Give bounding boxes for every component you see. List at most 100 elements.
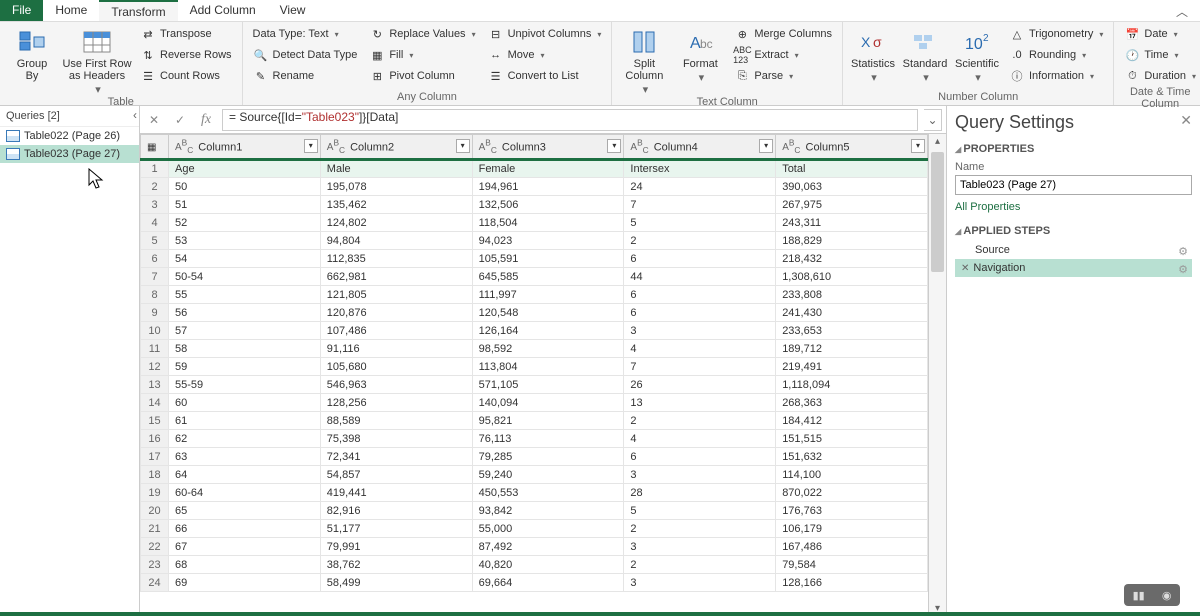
cell[interactable]: 6: [624, 448, 776, 466]
cell[interactable]: 13: [624, 394, 776, 412]
cell[interactable]: 167,486: [776, 538, 928, 556]
column-filter-button[interactable]: ▾: [456, 139, 470, 153]
cell[interactable]: 189,712: [776, 340, 928, 358]
cell[interactable]: 94,023: [472, 232, 624, 250]
delete-step-icon[interactable]: ✕: [961, 263, 969, 274]
cell[interactable]: 233,808: [776, 286, 928, 304]
cell[interactable]: 72,341: [320, 448, 472, 466]
cell[interactable]: 87,492: [472, 538, 624, 556]
column-filter-button[interactable]: ▾: [607, 139, 621, 153]
cell[interactable]: 268,363: [776, 394, 928, 412]
row-number[interactable]: 23: [141, 556, 169, 574]
cell[interactable]: 5: [624, 502, 776, 520]
table-row[interactable]: 1057107,486126,1643233,653: [141, 322, 928, 340]
cell[interactable]: 105,680: [320, 358, 472, 376]
row-number[interactable]: 1: [141, 160, 169, 178]
cell[interactable]: 113,804: [472, 358, 624, 376]
cell[interactable]: 64: [169, 466, 321, 484]
reverse-rows-button[interactable]: ⇅Reverse Rows: [136, 45, 236, 65]
cell[interactable]: 151,515: [776, 430, 928, 448]
table-row[interactable]: 351135,462132,5067267,975: [141, 196, 928, 214]
table-row[interactable]: 1460128,256140,09413268,363: [141, 394, 928, 412]
table-row[interactable]: 855121,805111,9976233,808: [141, 286, 928, 304]
cell[interactable]: 60: [169, 394, 321, 412]
column-header[interactable]: ABC Column2▾: [320, 135, 472, 160]
formula-cancel-button[interactable]: ✕: [144, 110, 164, 130]
cell[interactable]: 118,504: [472, 214, 624, 232]
cell[interactable]: 51,177: [320, 520, 472, 538]
statistics-button[interactable]: Χσ Statistics▾: [849, 24, 897, 84]
row-number[interactable]: 7: [141, 268, 169, 286]
table-row[interactable]: 1AgeMaleFemaleIntersexTotal: [141, 160, 928, 178]
cell[interactable]: 55-59: [169, 376, 321, 394]
cell[interactable]: 95,821: [472, 412, 624, 430]
row-number[interactable]: 4: [141, 214, 169, 232]
step-source[interactable]: Source⚙: [955, 241, 1192, 259]
column-header[interactable]: ABC Column5▾: [776, 135, 928, 160]
cell[interactable]: 128,166: [776, 574, 928, 592]
cell[interactable]: 40,820: [472, 556, 624, 574]
cell[interactable]: 69: [169, 574, 321, 592]
pause-icon[interactable]: ▮▮: [1133, 589, 1145, 602]
all-properties-link[interactable]: All Properties: [955, 201, 1192, 213]
cell[interactable]: 120,548: [472, 304, 624, 322]
cell[interactable]: 126,164: [472, 322, 624, 340]
cell[interactable]: 59: [169, 358, 321, 376]
unpivot-columns-button[interactable]: ⊟Unpivot Columns▾: [484, 24, 606, 44]
cell[interactable]: 61: [169, 412, 321, 430]
cell[interactable]: 546,963: [320, 376, 472, 394]
gear-icon[interactable]: ⚙: [1178, 263, 1188, 276]
cell[interactable]: 3: [624, 322, 776, 340]
tab-file[interactable]: File: [0, 0, 43, 21]
cell[interactable]: 69,664: [472, 574, 624, 592]
parse-button[interactable]: ⎘Parse▾: [730, 66, 836, 86]
row-number[interactable]: 16: [141, 430, 169, 448]
step-navigation[interactable]: ✕Navigation⚙: [955, 259, 1192, 277]
use-first-row-button[interactable]: Use First Row as Headers▾: [62, 24, 132, 96]
cell[interactable]: 114,100: [776, 466, 928, 484]
row-number[interactable]: 5: [141, 232, 169, 250]
cell[interactable]: 88,589: [320, 412, 472, 430]
cell[interactable]: 390,063: [776, 178, 928, 196]
row-number[interactable]: 2: [141, 178, 169, 196]
cell[interactable]: 76,113: [472, 430, 624, 448]
row-number[interactable]: 14: [141, 394, 169, 412]
column-filter-button[interactable]: ▾: [304, 139, 318, 153]
replace-values-button[interactable]: ↻Replace Values▾: [365, 24, 479, 44]
cell[interactable]: 112,835: [320, 250, 472, 268]
cell[interactable]: 55,000: [472, 520, 624, 538]
convert-to-list-button[interactable]: ☰Convert to List: [484, 66, 606, 86]
cell[interactable]: 6: [624, 304, 776, 322]
row-number[interactable]: 9: [141, 304, 169, 322]
row-number[interactable]: 15: [141, 412, 169, 430]
column-header[interactable]: ABC Column1▾: [169, 135, 321, 160]
cell[interactable]: 79,584: [776, 556, 928, 574]
table-row[interactable]: 1355-59546,963571,105261,118,094: [141, 376, 928, 394]
row-number[interactable]: 8: [141, 286, 169, 304]
information-button[interactable]: ⓘInformation▾: [1005, 66, 1107, 86]
cell[interactable]: 51: [169, 196, 321, 214]
table-row[interactable]: 226779,99187,4923167,486: [141, 538, 928, 556]
cell[interactable]: 62: [169, 430, 321, 448]
trigonometry-button[interactable]: △Trigonometry▾: [1005, 24, 1107, 44]
row-number[interactable]: 24: [141, 574, 169, 592]
cell[interactable]: 243,311: [776, 214, 928, 232]
cell[interactable]: 57: [169, 322, 321, 340]
column-filter-button[interactable]: ▾: [911, 139, 925, 153]
cell[interactable]: 75,398: [320, 430, 472, 448]
cell[interactable]: 2: [624, 556, 776, 574]
cell[interactable]: 132,506: [472, 196, 624, 214]
data-type-button[interactable]: Data Type: Text▾: [249, 24, 362, 44]
row-number[interactable]: 17: [141, 448, 169, 466]
cell[interactable]: 645,585: [472, 268, 624, 286]
cell[interactable]: 128,256: [320, 394, 472, 412]
cell[interactable]: 58: [169, 340, 321, 358]
table-row[interactable]: 236838,76240,820279,584: [141, 556, 928, 574]
cell[interactable]: 93,842: [472, 502, 624, 520]
cell[interactable]: 135,462: [320, 196, 472, 214]
table-row[interactable]: 452124,802118,5045243,311: [141, 214, 928, 232]
column-header[interactable]: ABC Column3▾: [472, 135, 624, 160]
cell[interactable]: 450,553: [472, 484, 624, 502]
cell[interactable]: 60-64: [169, 484, 321, 502]
table-row[interactable]: 186454,85759,2403114,100: [141, 466, 928, 484]
